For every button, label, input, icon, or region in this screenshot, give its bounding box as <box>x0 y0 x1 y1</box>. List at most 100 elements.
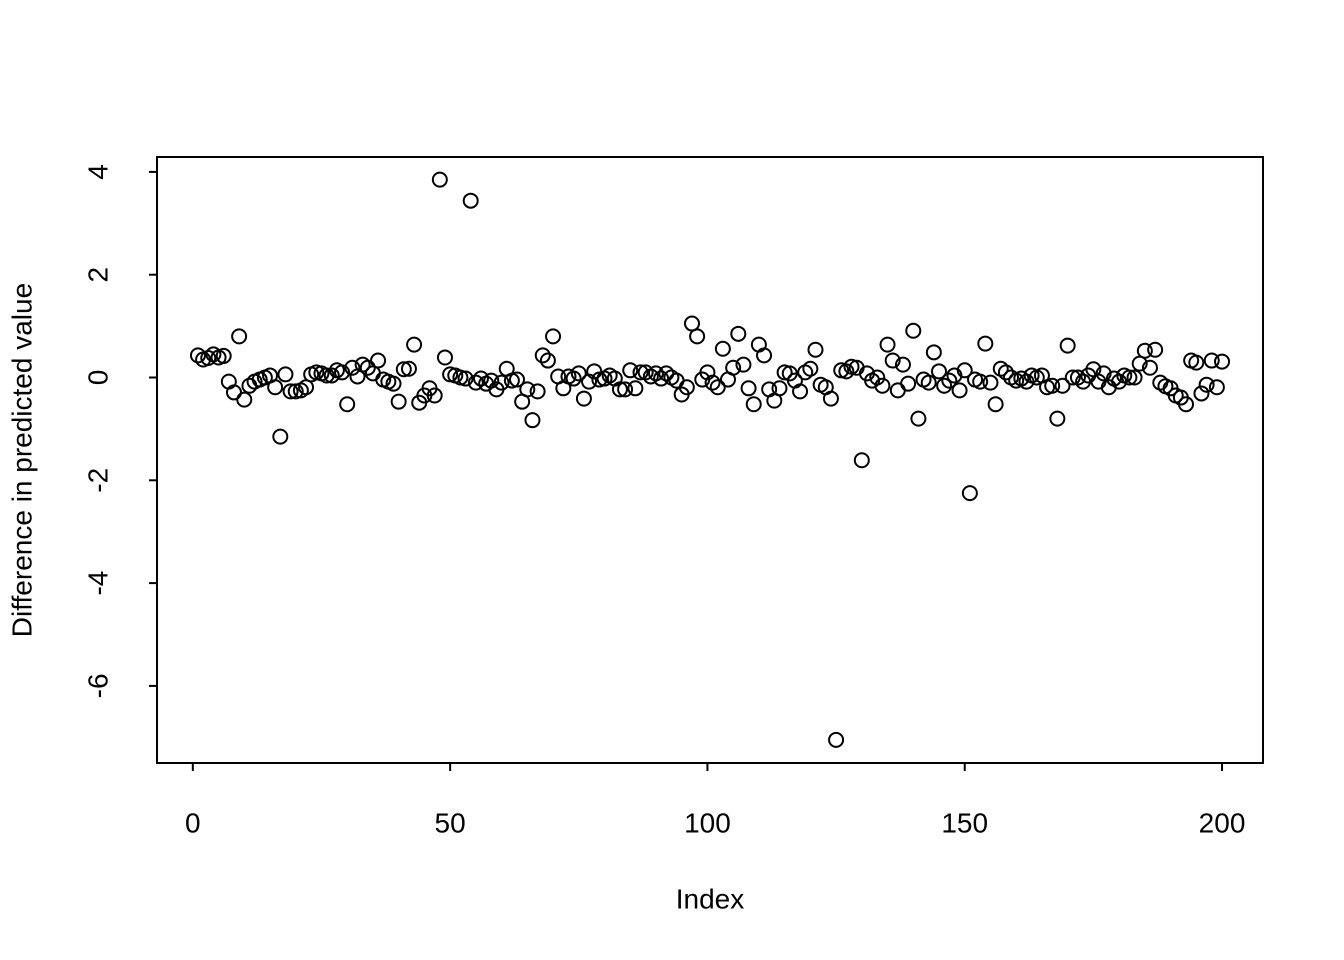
point <box>1208 379 1225 396</box>
point <box>524 412 541 429</box>
point <box>869 369 886 386</box>
point <box>457 370 474 387</box>
point <box>231 328 248 345</box>
x-tick-label: 150 <box>941 807 988 838</box>
point <box>472 370 489 387</box>
point <box>483 372 500 389</box>
x-axis-label: Index <box>676 883 745 914</box>
point <box>622 362 639 379</box>
point <box>931 363 948 380</box>
point <box>539 352 556 369</box>
point <box>1193 385 1210 402</box>
point <box>745 396 762 413</box>
point <box>1069 369 1086 386</box>
point <box>215 347 232 364</box>
point <box>838 363 855 380</box>
point <box>900 375 917 392</box>
point <box>632 364 649 381</box>
point <box>519 381 536 398</box>
point <box>637 364 654 381</box>
point <box>828 731 845 748</box>
point <box>385 375 402 392</box>
x-tick-label: 200 <box>1199 807 1246 838</box>
point <box>529 383 546 400</box>
point <box>941 372 958 389</box>
point <box>1059 337 1076 354</box>
point <box>390 393 407 410</box>
point <box>1178 396 1195 413</box>
point <box>771 380 788 397</box>
point <box>668 372 685 389</box>
point <box>565 370 582 387</box>
point <box>905 322 922 339</box>
point <box>617 381 634 398</box>
point <box>1203 352 1220 369</box>
point <box>802 360 819 377</box>
point <box>756 347 773 364</box>
point <box>874 377 891 394</box>
plot-frame <box>156 156 1264 764</box>
point <box>627 380 644 397</box>
point <box>653 370 670 387</box>
point <box>704 374 721 391</box>
y-tick-label: 4 <box>82 164 113 180</box>
point <box>735 356 752 373</box>
point <box>1121 369 1138 386</box>
point <box>1064 369 1081 386</box>
point <box>730 325 747 342</box>
point <box>545 328 562 345</box>
point <box>575 390 592 407</box>
x-tick-label: 50 <box>435 807 466 838</box>
point <box>570 365 587 382</box>
point <box>272 428 289 445</box>
point <box>395 361 412 378</box>
point <box>647 365 664 382</box>
point <box>925 344 942 361</box>
point <box>822 390 839 407</box>
point <box>189 347 206 364</box>
point <box>1147 341 1164 358</box>
point <box>406 336 423 353</box>
point <box>1188 354 1205 371</box>
point <box>493 374 510 391</box>
point <box>1054 377 1071 394</box>
point <box>1044 377 1061 394</box>
point <box>792 383 809 400</box>
point <box>436 349 453 366</box>
point <box>884 352 901 369</box>
point <box>400 360 417 377</box>
y-tick-label: -6 <box>82 673 113 698</box>
point <box>1141 359 1158 376</box>
y-tick-label: -2 <box>82 468 113 493</box>
point <box>987 396 1004 413</box>
point <box>961 485 978 502</box>
point <box>894 356 911 373</box>
point <box>920 374 937 391</box>
point <box>334 364 351 381</box>
point <box>1049 410 1066 427</box>
point <box>611 381 628 398</box>
point <box>972 373 989 390</box>
point <box>1198 376 1215 393</box>
point <box>1214 353 1231 370</box>
point <box>678 379 695 396</box>
point <box>1126 369 1143 386</box>
x-tick-label: 0 <box>185 807 201 838</box>
point <box>462 192 479 209</box>
point <box>236 391 253 408</box>
point <box>344 359 361 376</box>
point <box>807 341 824 358</box>
point <box>879 336 896 353</box>
y-tick-label: -4 <box>82 571 113 596</box>
point <box>1136 342 1153 359</box>
point <box>534 347 551 364</box>
point <box>339 396 356 413</box>
point <box>370 352 387 369</box>
point <box>431 171 448 188</box>
point <box>853 452 870 469</box>
point <box>977 335 994 352</box>
point <box>509 371 526 388</box>
point <box>277 366 294 383</box>
point <box>709 379 726 396</box>
